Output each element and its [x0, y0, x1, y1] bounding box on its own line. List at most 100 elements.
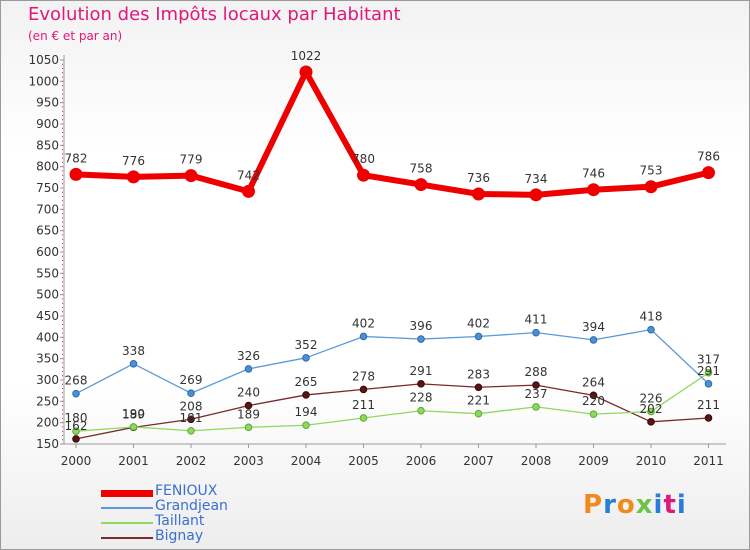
- data-point-bignay: [359, 385, 368, 394]
- logo-letter: r: [603, 490, 617, 520]
- data-label-grandjean: 396: [410, 319, 433, 333]
- legend-item-taillant: Taillant: [101, 513, 301, 530]
- data-point-grandjean: [474, 332, 483, 341]
- data-label-bignay: 211: [697, 398, 720, 412]
- data-point-fenioux: [69, 167, 83, 181]
- legend-item-fenioux: FENIOUX: [101, 483, 301, 500]
- legend-swatch: [101, 522, 153, 524]
- data-point-fenioux: [299, 65, 313, 79]
- data-point-grandjean: [359, 332, 368, 341]
- data-point-taillant: [589, 410, 598, 418]
- data-label-grandjean: 269: [180, 373, 203, 387]
- y-tick-label: 450: [36, 309, 59, 323]
- legend-swatch: [101, 489, 153, 497]
- data-point-taillant: [302, 421, 310, 430]
- y-tick-label: 350: [36, 352, 59, 366]
- series-line-grandjean: [75, 329, 709, 395]
- data-point-bignay: [187, 415, 195, 424]
- x-tick-label: 2007: [463, 454, 494, 468]
- data-label-bignay: 265: [295, 375, 318, 389]
- data-label-fenioux: 736: [467, 171, 490, 185]
- data-point-taillant: [359, 414, 368, 422]
- y-tick-label: 200: [36, 416, 59, 430]
- data-label-taillant: 228: [410, 391, 433, 405]
- data-point-grandjean: [589, 336, 598, 344]
- data-point-fenioux: [127, 170, 140, 184]
- data-point-bignay: [244, 401, 253, 410]
- data-point-bignay: [417, 380, 425, 388]
- data-label-bignay: 283: [467, 367, 490, 381]
- data-label-taillant: 211: [352, 398, 375, 412]
- data-label-fenioux: 779: [180, 153, 203, 167]
- data-label-bignay: 288: [525, 365, 548, 379]
- chart-title: Evolution des Impôts locaux par Habitant: [28, 4, 401, 25]
- y-tick-label: 400: [36, 330, 59, 344]
- data-label-grandjean: 402: [352, 316, 375, 330]
- data-point-grandjean: [532, 328, 540, 337]
- x-tick-label: 2002: [176, 454, 207, 468]
- data-label-fenioux: 758: [410, 162, 433, 176]
- y-tick-label: 900: [36, 117, 59, 131]
- data-point-grandjean: [704, 380, 713, 388]
- data-point-fenioux: [357, 168, 370, 182]
- data-label-taillant: 237: [525, 387, 548, 401]
- logo-letter: x: [635, 490, 654, 520]
- data-label-grandjean: 338: [122, 344, 145, 358]
- data-point-grandjean: [417, 335, 425, 343]
- data-point-taillant: [704, 368, 713, 377]
- legend-label: Grandjean: [155, 498, 228, 514]
- data-point-taillant: [187, 426, 195, 435]
- series-line-fenioux: [75, 68, 710, 198]
- data-point-bignay: [72, 435, 80, 443]
- y-tick-label: 700: [36, 202, 59, 216]
- data-point-grandjean: [187, 389, 195, 398]
- logo-letter: P: [583, 490, 604, 520]
- x-tick-label: 2005: [348, 454, 379, 468]
- data-label-grandjean: 402: [467, 316, 490, 330]
- data-point-bignay: [532, 381, 540, 389]
- data-point-grandjean: [647, 325, 655, 334]
- y-tick-label: 1050: [28, 53, 59, 67]
- y-tick-label: 150: [36, 437, 59, 451]
- legend-label: Bignay: [155, 528, 204, 544]
- data-point-bignay: [302, 391, 310, 399]
- data-point-fenioux: [184, 169, 198, 183]
- data-label-bignay: 202: [640, 402, 663, 416]
- data-point-bignay: [704, 414, 713, 422]
- legend-item-bignay: Bignay: [101, 528, 301, 545]
- data-point-bignay: [647, 418, 655, 426]
- data-label-grandjean: 291: [697, 364, 720, 378]
- data-label-grandjean: 418: [640, 310, 663, 324]
- x-tick-label: 2010: [636, 454, 667, 468]
- data-label-bignay: 240: [237, 386, 260, 400]
- data-point-grandjean: [72, 389, 80, 398]
- data-point-bignay: [589, 391, 598, 400]
- data-label-bignay: 189: [122, 407, 145, 421]
- data-label-fenioux: 786: [697, 150, 720, 164]
- data-label-fenioux: 782: [65, 151, 88, 165]
- data-point-fenioux: [472, 187, 485, 201]
- data-point-fenioux: [587, 183, 600, 197]
- data-label-fenioux: 753: [640, 164, 663, 178]
- y-tick-label: 500: [36, 288, 59, 302]
- data-label-fenioux: 776: [122, 154, 145, 168]
- y-tick-label: 1000: [28, 74, 59, 88]
- series-line-taillant: [75, 372, 709, 432]
- data-label-taillant: 221: [467, 394, 490, 408]
- logo-letter: i: [653, 490, 664, 520]
- data-label-fenioux: 742: [237, 168, 260, 182]
- data-label-taillant: 180: [65, 411, 88, 425]
- x-tick-label: 2004: [291, 454, 322, 468]
- x-tick-label: 2008: [521, 454, 552, 468]
- data-label-fenioux: 780: [352, 152, 375, 166]
- legend-item-grandjean: Grandjean: [101, 498, 301, 515]
- x-tick-label: 2011: [693, 454, 724, 468]
- logo-letter: o: [616, 490, 636, 520]
- x-tick-label: 2000: [61, 454, 92, 468]
- data-label-taillant: 194: [295, 405, 318, 419]
- data-point-fenioux: [414, 178, 428, 192]
- legend-swatch: [101, 507, 153, 509]
- data-label-fenioux: 734: [525, 172, 548, 186]
